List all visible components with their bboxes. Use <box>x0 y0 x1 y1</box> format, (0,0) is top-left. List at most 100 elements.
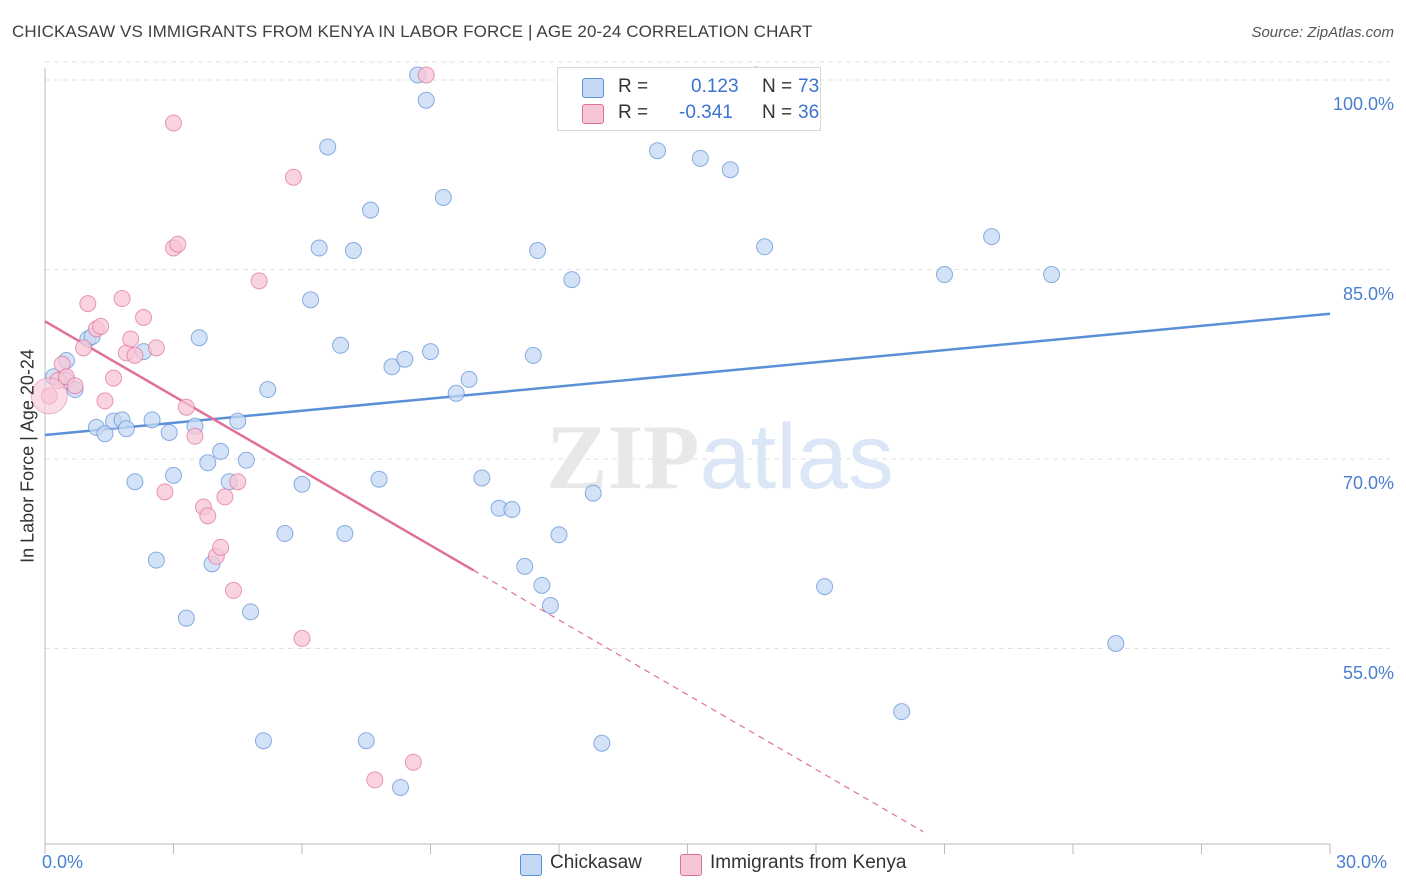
point-chickasaw <box>1107 634 1125 652</box>
n-label: N = <box>762 76 793 97</box>
point-kenya <box>169 235 187 253</box>
point-kenya <box>404 753 422 771</box>
point-chickasaw <box>165 466 182 484</box>
point-chickasaw <box>177 609 195 627</box>
point-chickasaw <box>396 350 414 368</box>
y-axis-label: In Labor Force | Age 20-24 <box>17 349 38 563</box>
point-kenya <box>417 66 435 84</box>
point-kenya <box>79 295 97 313</box>
point-kenya <box>92 317 110 335</box>
point-chickasaw <box>392 778 410 796</box>
point-chickasaw <box>147 551 165 569</box>
point-kenya <box>250 272 268 290</box>
point-chickasaw <box>524 346 542 364</box>
point-chickasaw <box>293 475 311 493</box>
point-chickasaw <box>143 411 161 429</box>
point-chickasaw <box>254 732 272 750</box>
point-chickasaw <box>199 454 217 472</box>
point-kenya-large <box>30 377 68 415</box>
point-chickasaw <box>383 358 401 376</box>
point-chickasaw <box>336 525 354 543</box>
point-chickasaw <box>541 597 559 615</box>
legend-swatch-chickasaw <box>520 854 542 876</box>
point-chickasaw <box>563 271 581 289</box>
point-chickasaw <box>332 336 350 354</box>
correlation-legend: R = 0.123 N = 73 R = -0.341 N = 36 <box>557 67 821 131</box>
r-value: -0.341 <box>679 102 733 123</box>
trend-line-chickasaw <box>44 312 1331 437</box>
x-tick-label-min: 0.0% <box>42 852 84 872</box>
point-chickasaw <box>529 242 547 260</box>
point-chickasaw <box>447 384 465 402</box>
y-tick-label: 85.0% <box>1342 283 1394 304</box>
point-chickasaw <box>936 266 953 284</box>
r-value: 0.123 <box>691 76 739 97</box>
point-kenya <box>284 168 302 186</box>
point-kenya <box>366 771 384 789</box>
point-kenya <box>165 114 182 132</box>
point-chickasaw <box>302 291 320 309</box>
point-chickasaw <box>1043 266 1061 284</box>
point-chickasaw <box>117 420 135 438</box>
legend-swatch-blue <box>582 78 604 98</box>
point-kenya <box>66 377 84 395</box>
point-chickasaw <box>229 412 247 430</box>
n-value: 73 <box>798 76 820 97</box>
point-chickasaw <box>816 578 834 596</box>
point-chickasaw <box>460 370 478 388</box>
point-chickasaw <box>190 329 208 347</box>
point-chickasaw <box>276 525 294 543</box>
point-chickasaw <box>893 703 911 721</box>
point-chickasaw <box>550 526 568 544</box>
watermark: ZIPatlas <box>546 406 894 508</box>
point-kenya <box>147 339 165 357</box>
point-kenya <box>199 507 217 525</box>
point-chickasaw <box>533 576 551 594</box>
axes <box>44 68 1331 854</box>
point-kenya <box>224 581 242 599</box>
point-chickasaw <box>259 381 277 399</box>
point-kenya <box>156 483 174 501</box>
point-chickasaw <box>319 138 337 156</box>
data-points <box>30 66 1125 796</box>
legend-swatch-pink <box>582 104 604 124</box>
point-kenya <box>126 346 144 364</box>
point-kenya <box>113 290 131 308</box>
point-chickasaw <box>721 161 739 179</box>
point-chickasaw <box>242 603 260 621</box>
point-chickasaw <box>126 473 144 491</box>
point-kenya <box>186 427 204 445</box>
point-kenya <box>122 330 140 348</box>
point-chickasaw <box>357 732 375 750</box>
point-chickasaw <box>422 343 439 361</box>
legend-swatch-kenya <box>680 854 702 876</box>
point-kenya <box>96 392 114 410</box>
point-chickasaw <box>160 423 178 441</box>
gridlines <box>45 61 1390 649</box>
point-chickasaw <box>310 239 328 257</box>
point-chickasaw <box>473 469 491 487</box>
point-chickasaw <box>96 425 114 443</box>
point-kenya <box>75 339 93 357</box>
point-chickasaw <box>983 228 1001 246</box>
r-label: R = <box>618 102 649 123</box>
y-tick-label: 55.0% <box>1342 662 1394 683</box>
point-chickasaw <box>584 484 602 502</box>
point-kenya <box>293 629 311 647</box>
point-kenya <box>212 538 230 556</box>
x-tick-label-max: 30.0% <box>1336 852 1388 872</box>
point-kenya <box>216 488 234 506</box>
point-chickasaw <box>756 238 774 256</box>
legend-label-kenya: Immigrants from Kenya <box>710 852 907 873</box>
point-chickasaw <box>503 501 521 519</box>
chart-title: CHICKASAW VS IMMIGRANTS FROM KENYA IN LA… <box>12 22 813 41</box>
point-chickasaw <box>649 142 667 160</box>
y-tick-label: 100.0% <box>1332 94 1394 114</box>
y-tick-label: 70.0% <box>1342 473 1394 493</box>
point-kenya <box>105 369 123 387</box>
point-kenya <box>177 398 195 416</box>
point-chickasaw <box>417 91 435 109</box>
point-chickasaw <box>691 149 709 167</box>
point-chickasaw <box>344 242 362 260</box>
